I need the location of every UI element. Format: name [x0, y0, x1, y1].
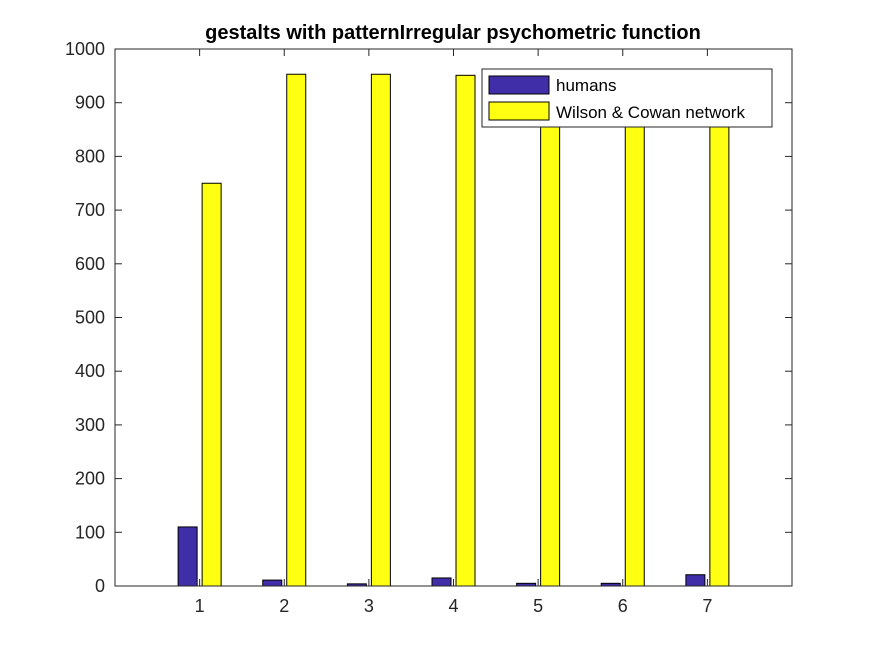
bar-wilson-cowan-7 — [709, 75, 730, 587]
bar-wilson-cowan-6 — [624, 75, 645, 587]
y-tick-label: 0 — [95, 576, 105, 596]
chart-title: gestalts with patternIrregular psychomet… — [205, 22, 701, 44]
bar-humans-4 — [431, 577, 452, 587]
y-tick-label: 700 — [75, 200, 105, 220]
x-tick-label: 5 — [533, 596, 543, 616]
bar-humans-1 — [177, 526, 198, 587]
y-tick-label: 200 — [75, 469, 105, 489]
x-axis: 1 2 3 4 5 6 7 — [195, 49, 712, 616]
y-tick-label: 500 — [75, 308, 105, 328]
legend-swatch-humans — [488, 75, 550, 95]
legend: humans Wilson & Cowan network — [481, 68, 773, 128]
x-tick-label: 7 — [702, 596, 712, 616]
x-tick-label: 1 — [195, 596, 205, 616]
y-tick-label: 1000 — [65, 39, 105, 59]
y-tick-label: 800 — [75, 146, 105, 166]
legend-swatch-wilson-cowan — [488, 101, 550, 121]
x-tick-label: 3 — [364, 596, 374, 616]
y-axis: 0 100 200 300 400 500 600 700 800 900 1000 — [65, 39, 792, 596]
legend-label-wilson-cowan: Wilson & Cowan network — [556, 103, 745, 122]
bar-wilson-cowan-2 — [286, 73, 307, 587]
legend-label-humans: humans — [556, 76, 616, 95]
bar-wilson-cowan-5 — [540, 75, 561, 587]
y-tick-label: 900 — [75, 93, 105, 113]
y-tick-label: 600 — [75, 254, 105, 274]
y-tick-label: 300 — [75, 415, 105, 435]
x-tick-label: 2 — [279, 596, 289, 616]
bars-group — [177, 73, 730, 587]
bar-wilson-cowan-4 — [455, 74, 476, 587]
plot-frame — [114, 48, 793, 587]
bar-humans-7 — [685, 574, 706, 587]
bar-wilson-cowan-3 — [370, 73, 391, 587]
x-tick-label: 6 — [618, 596, 628, 616]
x-tick-label: 4 — [448, 596, 458, 616]
bar-wilson-cowan-1 — [201, 182, 222, 587]
bar-humans-2 — [262, 579, 283, 587]
y-tick-label: 400 — [75, 361, 105, 381]
y-tick-label: 100 — [75, 522, 105, 542]
